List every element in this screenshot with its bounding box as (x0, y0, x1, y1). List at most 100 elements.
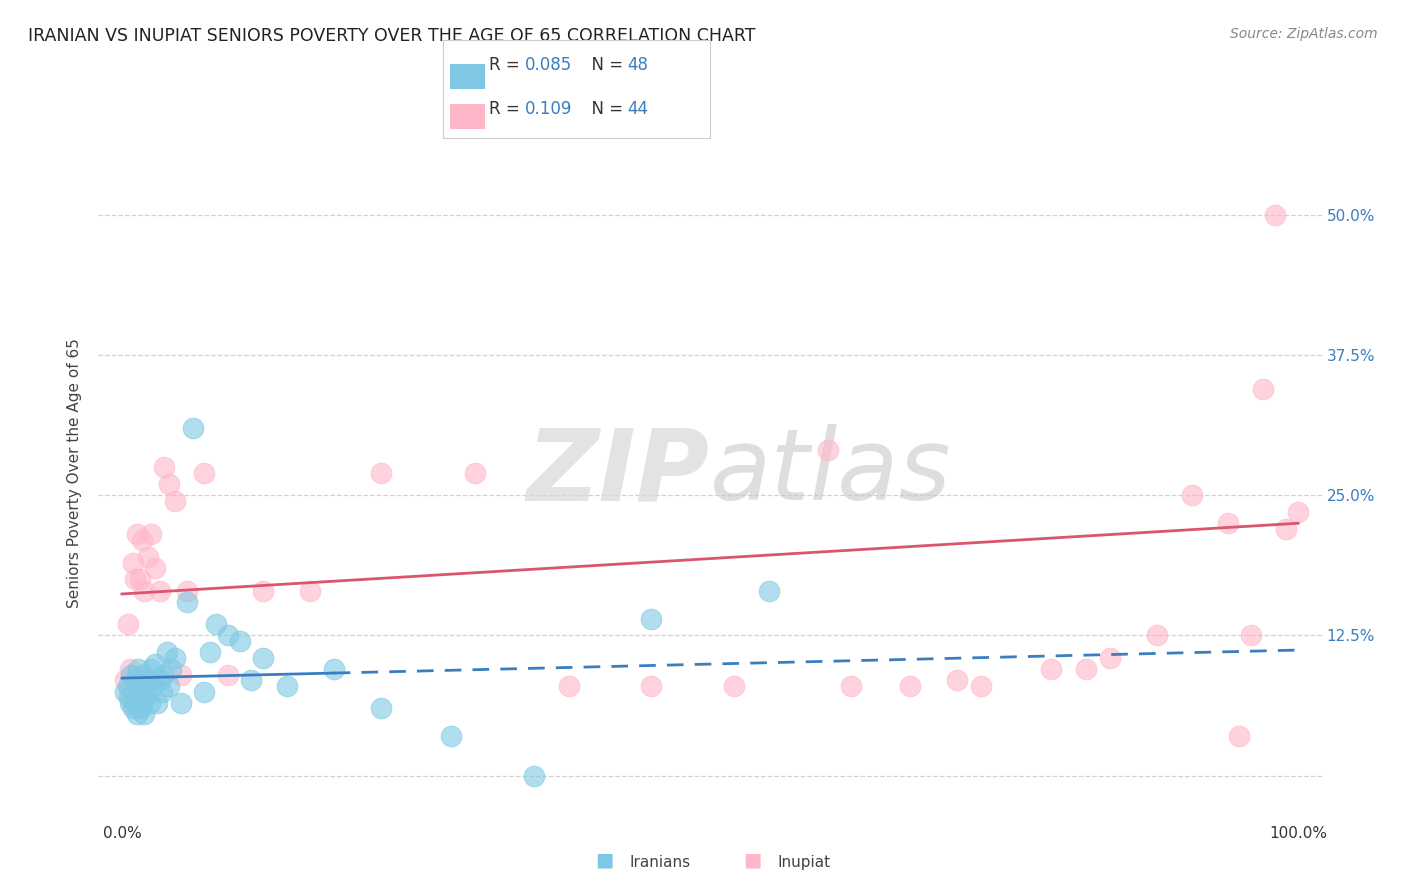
Text: IRANIAN VS INUPIAT SENIORS POVERTY OVER THE AGE OF 65 CORRELATION CHART: IRANIAN VS INUPIAT SENIORS POVERTY OVER … (28, 27, 755, 45)
Point (134, 690, 156, 705)
Point (141, 662, 163, 676)
Point (149, 673, 172, 688)
Text: N =: N = (581, 100, 628, 118)
Point (122, 684, 145, 698)
Point (136, 549, 159, 564)
Point (205, 617, 228, 632)
Point (128, 573, 150, 587)
Point (124, 673, 146, 688)
Point (131, 533, 153, 547)
Point (523, 769, 546, 783)
Point (1146, 628, 1168, 642)
Point (1216, 516, 1239, 531)
Point (640, 612, 662, 626)
Point (176, 595, 198, 609)
Point (217, 628, 239, 642)
Text: ■: ■ (595, 851, 614, 870)
Point (135, 679, 157, 693)
Text: R =: R = (489, 56, 530, 74)
Point (128, 690, 150, 705)
Point (156, 645, 179, 659)
Point (163, 493, 186, 508)
Point (1040, 662, 1063, 676)
Point (129, 701, 152, 715)
Point (127, 662, 149, 676)
Point (117, 617, 139, 632)
Point (240, 673, 263, 688)
Point (143, 657, 166, 671)
Point (946, 673, 969, 688)
Point (127, 706, 149, 721)
Text: R =: R = (489, 100, 530, 118)
Point (146, 696, 169, 710)
Point (723, 679, 745, 693)
Point (276, 679, 298, 693)
Point (299, 583, 322, 598)
Point (252, 583, 274, 598)
Point (125, 696, 148, 710)
Point (558, 679, 581, 693)
Point (1240, 628, 1263, 642)
Point (252, 651, 274, 665)
Point (817, 443, 839, 458)
Point (1264, 208, 1286, 222)
Text: atlas: atlas (710, 425, 952, 521)
Point (150, 684, 173, 698)
Text: ZIP: ZIP (527, 425, 710, 521)
Point (157, 477, 180, 491)
Point (120, 662, 142, 676)
Point (1098, 651, 1121, 665)
Point (1286, 505, 1309, 519)
Point (163, 651, 186, 665)
Point (898, 679, 921, 693)
Point (969, 679, 991, 693)
Point (127, 527, 149, 541)
Point (120, 696, 142, 710)
Point (157, 679, 180, 693)
Point (121, 701, 143, 715)
Point (124, 573, 146, 587)
Point (1275, 522, 1298, 536)
Point (120, 667, 142, 681)
Point (839, 679, 862, 693)
Point (136, 673, 159, 688)
Point (176, 583, 198, 598)
Point (153, 460, 176, 475)
Point (181, 421, 204, 435)
Point (440, 730, 463, 744)
Point (132, 667, 155, 681)
Text: Iranians: Iranians (630, 855, 690, 870)
Point (464, 466, 486, 480)
Point (143, 561, 166, 575)
Point (114, 673, 136, 688)
Text: ■: ■ (742, 851, 762, 870)
Point (370, 701, 392, 715)
Point (640, 679, 662, 693)
Text: N =: N = (581, 56, 628, 74)
Point (152, 667, 174, 681)
Text: 48: 48 (627, 56, 648, 74)
Point (193, 466, 215, 480)
Point (322, 662, 344, 676)
Point (139, 696, 162, 710)
Point (121, 556, 143, 570)
Point (758, 583, 780, 598)
Point (131, 679, 153, 693)
Point (149, 583, 172, 598)
Point (134, 583, 156, 598)
Y-axis label: Seniors Poverty Over the Age of 65: Seniors Poverty Over the Age of 65 (67, 338, 83, 607)
Point (141, 679, 163, 693)
Point (217, 667, 239, 681)
Point (198, 645, 221, 659)
Point (1181, 488, 1204, 502)
Point (141, 527, 163, 541)
Point (170, 696, 193, 710)
Point (1076, 662, 1098, 676)
Text: Source: ZipAtlas.com: Source: ZipAtlas.com (1230, 27, 1378, 41)
Text: Inupiat: Inupiat (778, 855, 831, 870)
Point (1227, 730, 1250, 744)
Point (170, 667, 193, 681)
Text: 0.085: 0.085 (524, 56, 572, 74)
Text: 44: 44 (627, 100, 648, 118)
Point (134, 706, 156, 721)
